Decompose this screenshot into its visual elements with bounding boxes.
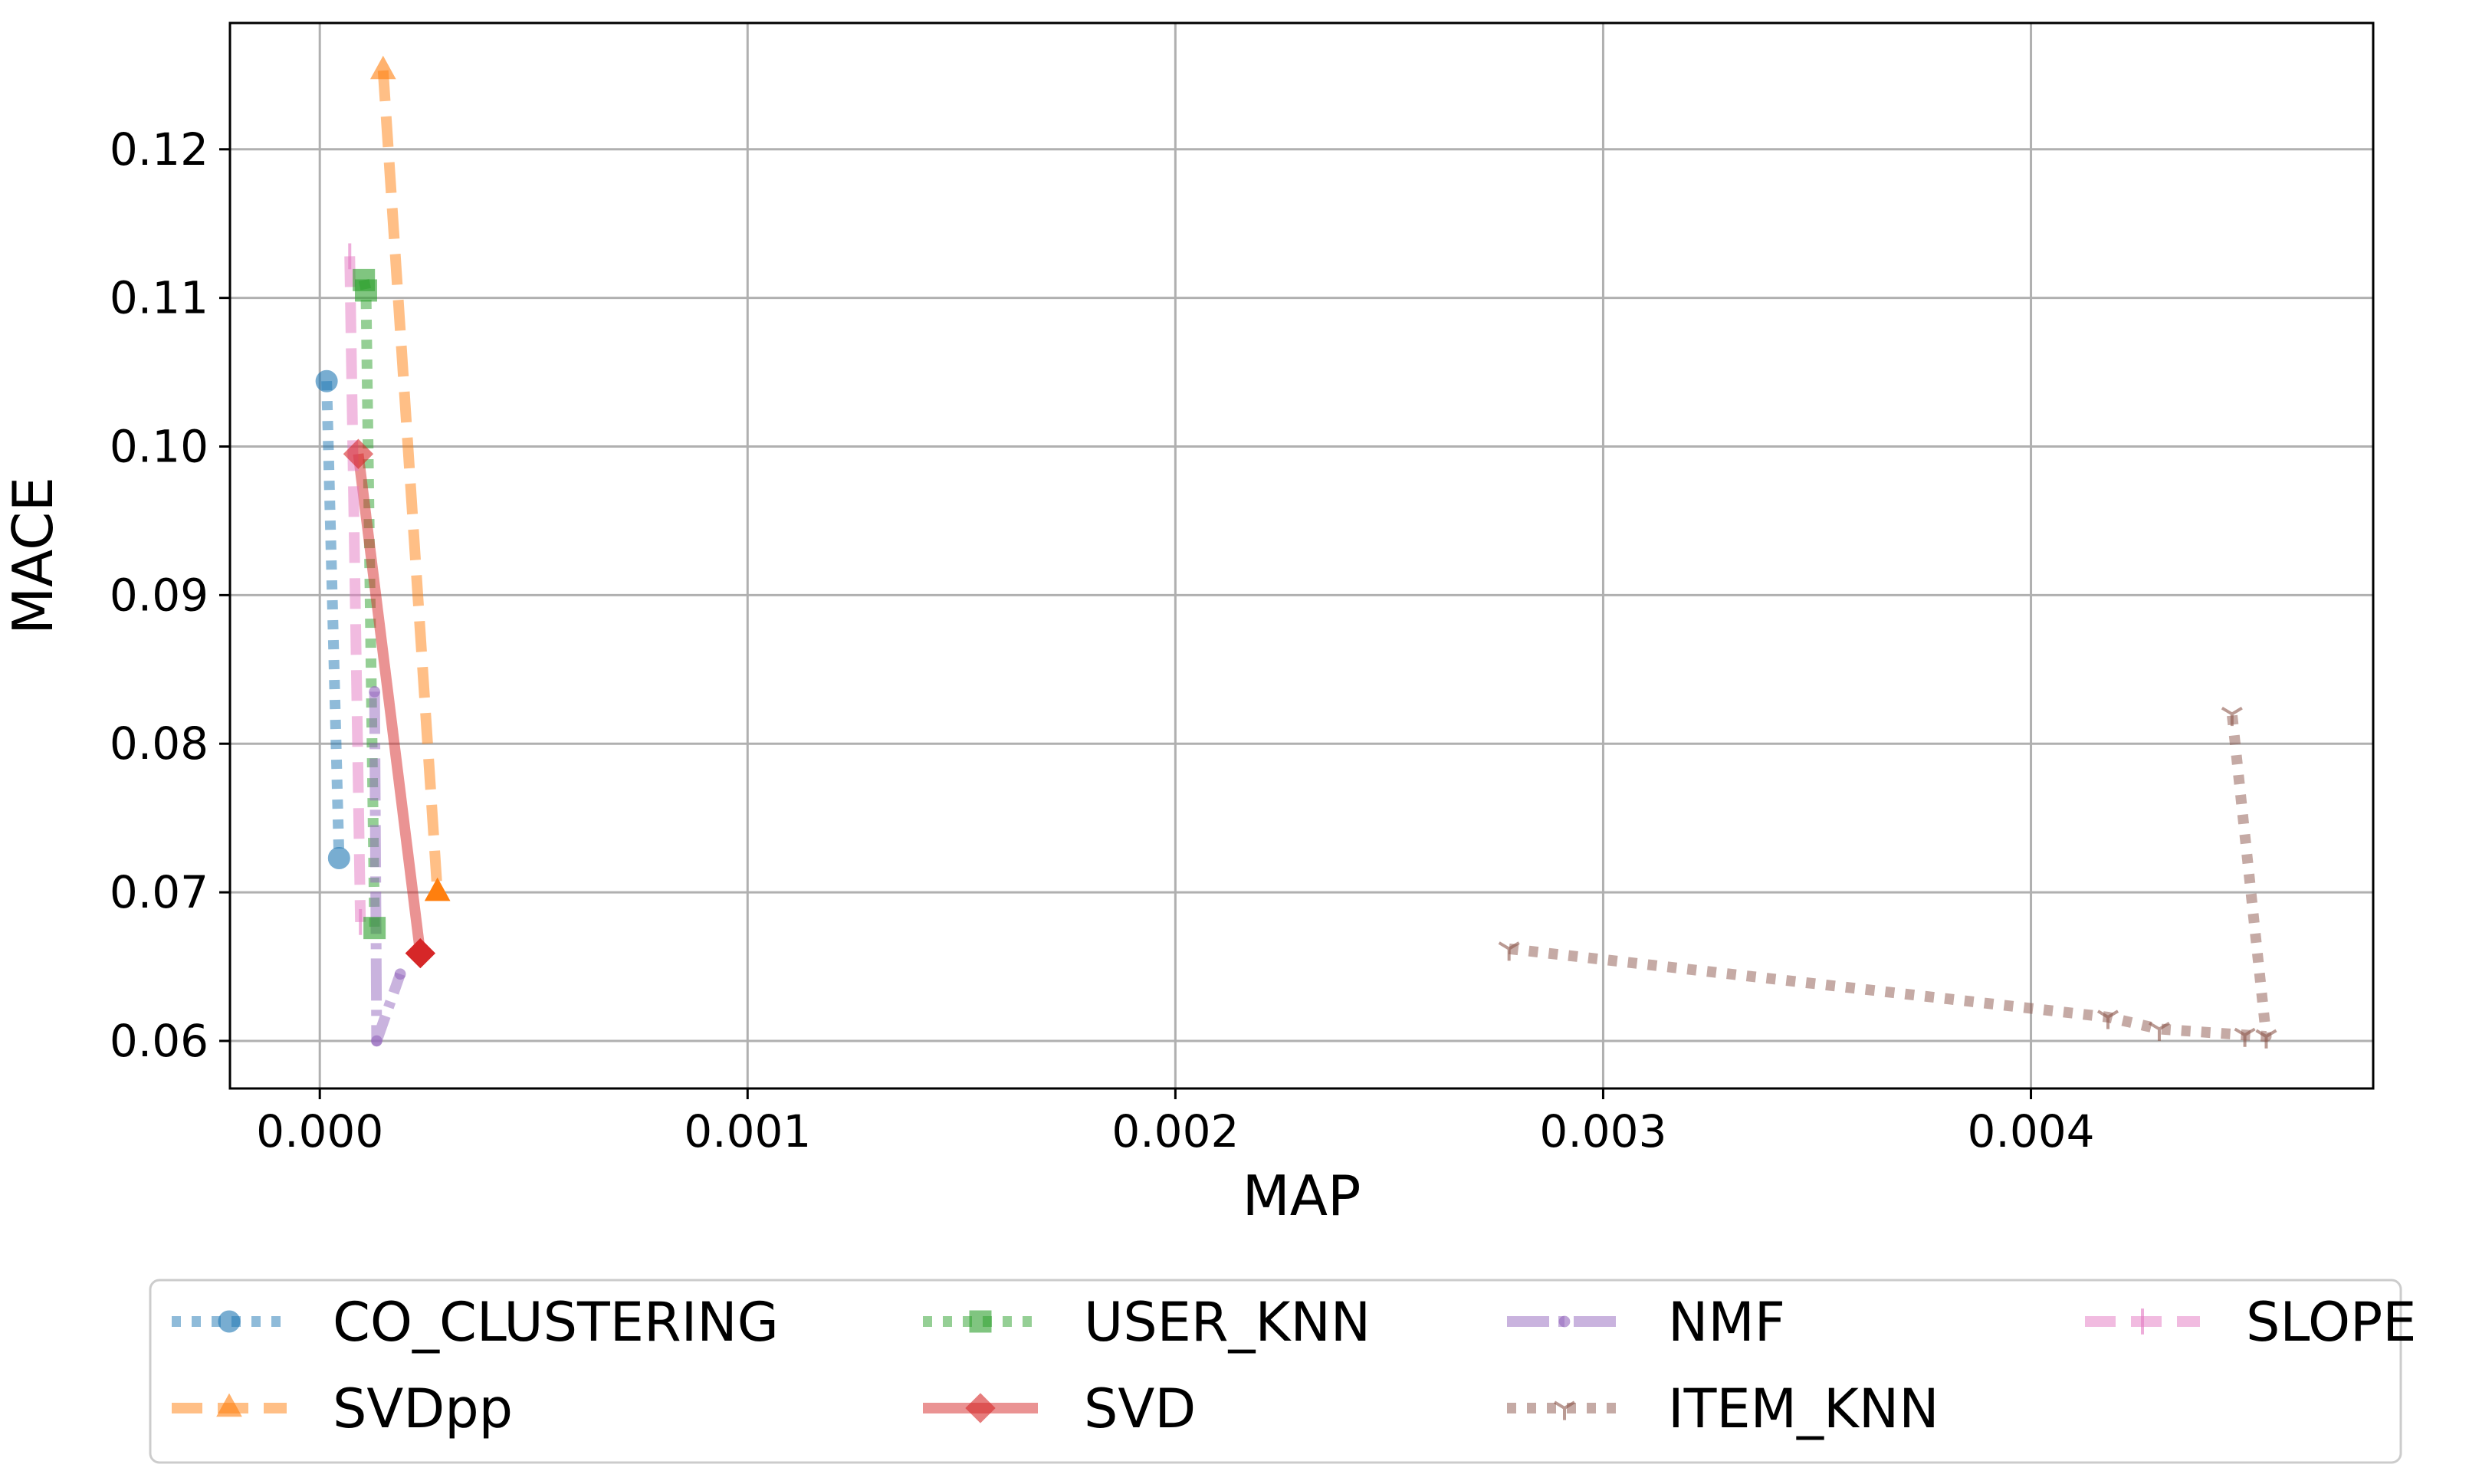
- data-point-nmf: [369, 686, 380, 698]
- legend-label-svd: SVD: [1084, 1377, 1196, 1440]
- x-tick-label: 0.004: [1968, 1105, 2095, 1157]
- x-axis-ticks: 0.000 0.001 0.002 0.003 0.004: [256, 1088, 2095, 1157]
- data-point-nmf: [371, 1035, 382, 1047]
- y-tick-label: 0.08: [110, 717, 208, 770]
- x-tick-label: 0.001: [684, 1105, 811, 1157]
- legend-marker-user-knn: [969, 1310, 992, 1333]
- y-axis-ticks: 0.06 0.07 0.08 0.09 0.10 0.11 0.12: [110, 123, 230, 1067]
- legend-marker-svd: [965, 1393, 996, 1423]
- data-point-svdpp: [424, 877, 451, 901]
- legend-label-slope: SLOPE: [2246, 1291, 2416, 1354]
- y-tick-label: 0.11: [110, 272, 208, 324]
- legend-label-svdpp: SVDpp: [333, 1377, 513, 1440]
- data-point-item-knn: [1498, 941, 1520, 961]
- legend-box: [149, 1279, 2402, 1464]
- y-tick-label: 0.10: [110, 421, 208, 473]
- data-point-item-knn: [2255, 1029, 2277, 1049]
- data-point-svd: [405, 937, 436, 969]
- data-point-item-knn: [2096, 1010, 2119, 1029]
- x-tick-label: 0.003: [1539, 1105, 1666, 1157]
- y-axis-label: MACE: [1, 477, 65, 635]
- y-tick-label: 0.09: [110, 569, 208, 621]
- legend-label-co-clustering: CO_CLUSTERING: [333, 1291, 779, 1354]
- series-line-slope: [344, 256, 366, 922]
- y-tick-label: 0.07: [110, 866, 208, 918]
- series-line-svd: [353, 453, 426, 954]
- data-point-user-knn: [354, 279, 377, 302]
- data-point-svdpp: [369, 55, 396, 80]
- data-point-item-knn: [2234, 1027, 2256, 1047]
- legend-marker-item-knn: [1553, 1400, 1576, 1420]
- grid: [230, 23, 2373, 1088]
- y-tick-label: 0.12: [110, 123, 208, 176]
- series-line-item-knn: [1508, 713, 2272, 1042]
- legend-label-nmf: NMF: [1668, 1291, 1785, 1354]
- x-tick-label: 0.000: [256, 1105, 383, 1157]
- data-point-svd: [343, 438, 374, 469]
- data-point-nmf: [394, 968, 406, 980]
- x-axis-label: MAP: [1243, 1164, 1361, 1228]
- data-point-item-knn: [2221, 706, 2243, 727]
- x-tick-label: 0.002: [1111, 1105, 1239, 1157]
- legend: CO_CLUSTERING SVDpp USER_KNN SVD NMF ITEM_KNN…: [149, 1279, 2416, 1464]
- legend-marker-co-clustering: [218, 1310, 241, 1333]
- legend-marker-nmf: [1558, 1315, 1571, 1328]
- axes-frame: [228, 21, 2375, 1090]
- legend-marker-svdpp: [216, 1393, 242, 1417]
- data-point-user-knn: [363, 917, 386, 940]
- legend-label-item-knn: ITEM_KNN: [1668, 1377, 1939, 1440]
- data-point-co-clustering: [327, 847, 350, 870]
- y-tick-label: 0.06: [110, 1015, 208, 1067]
- legend-label-user-knn: USER_KNN: [1084, 1291, 1371, 1354]
- data-point-item-knn: [2148, 1021, 2170, 1042]
- series-markers: [315, 55, 2277, 1049]
- data-point-co-clustering: [315, 369, 338, 392]
